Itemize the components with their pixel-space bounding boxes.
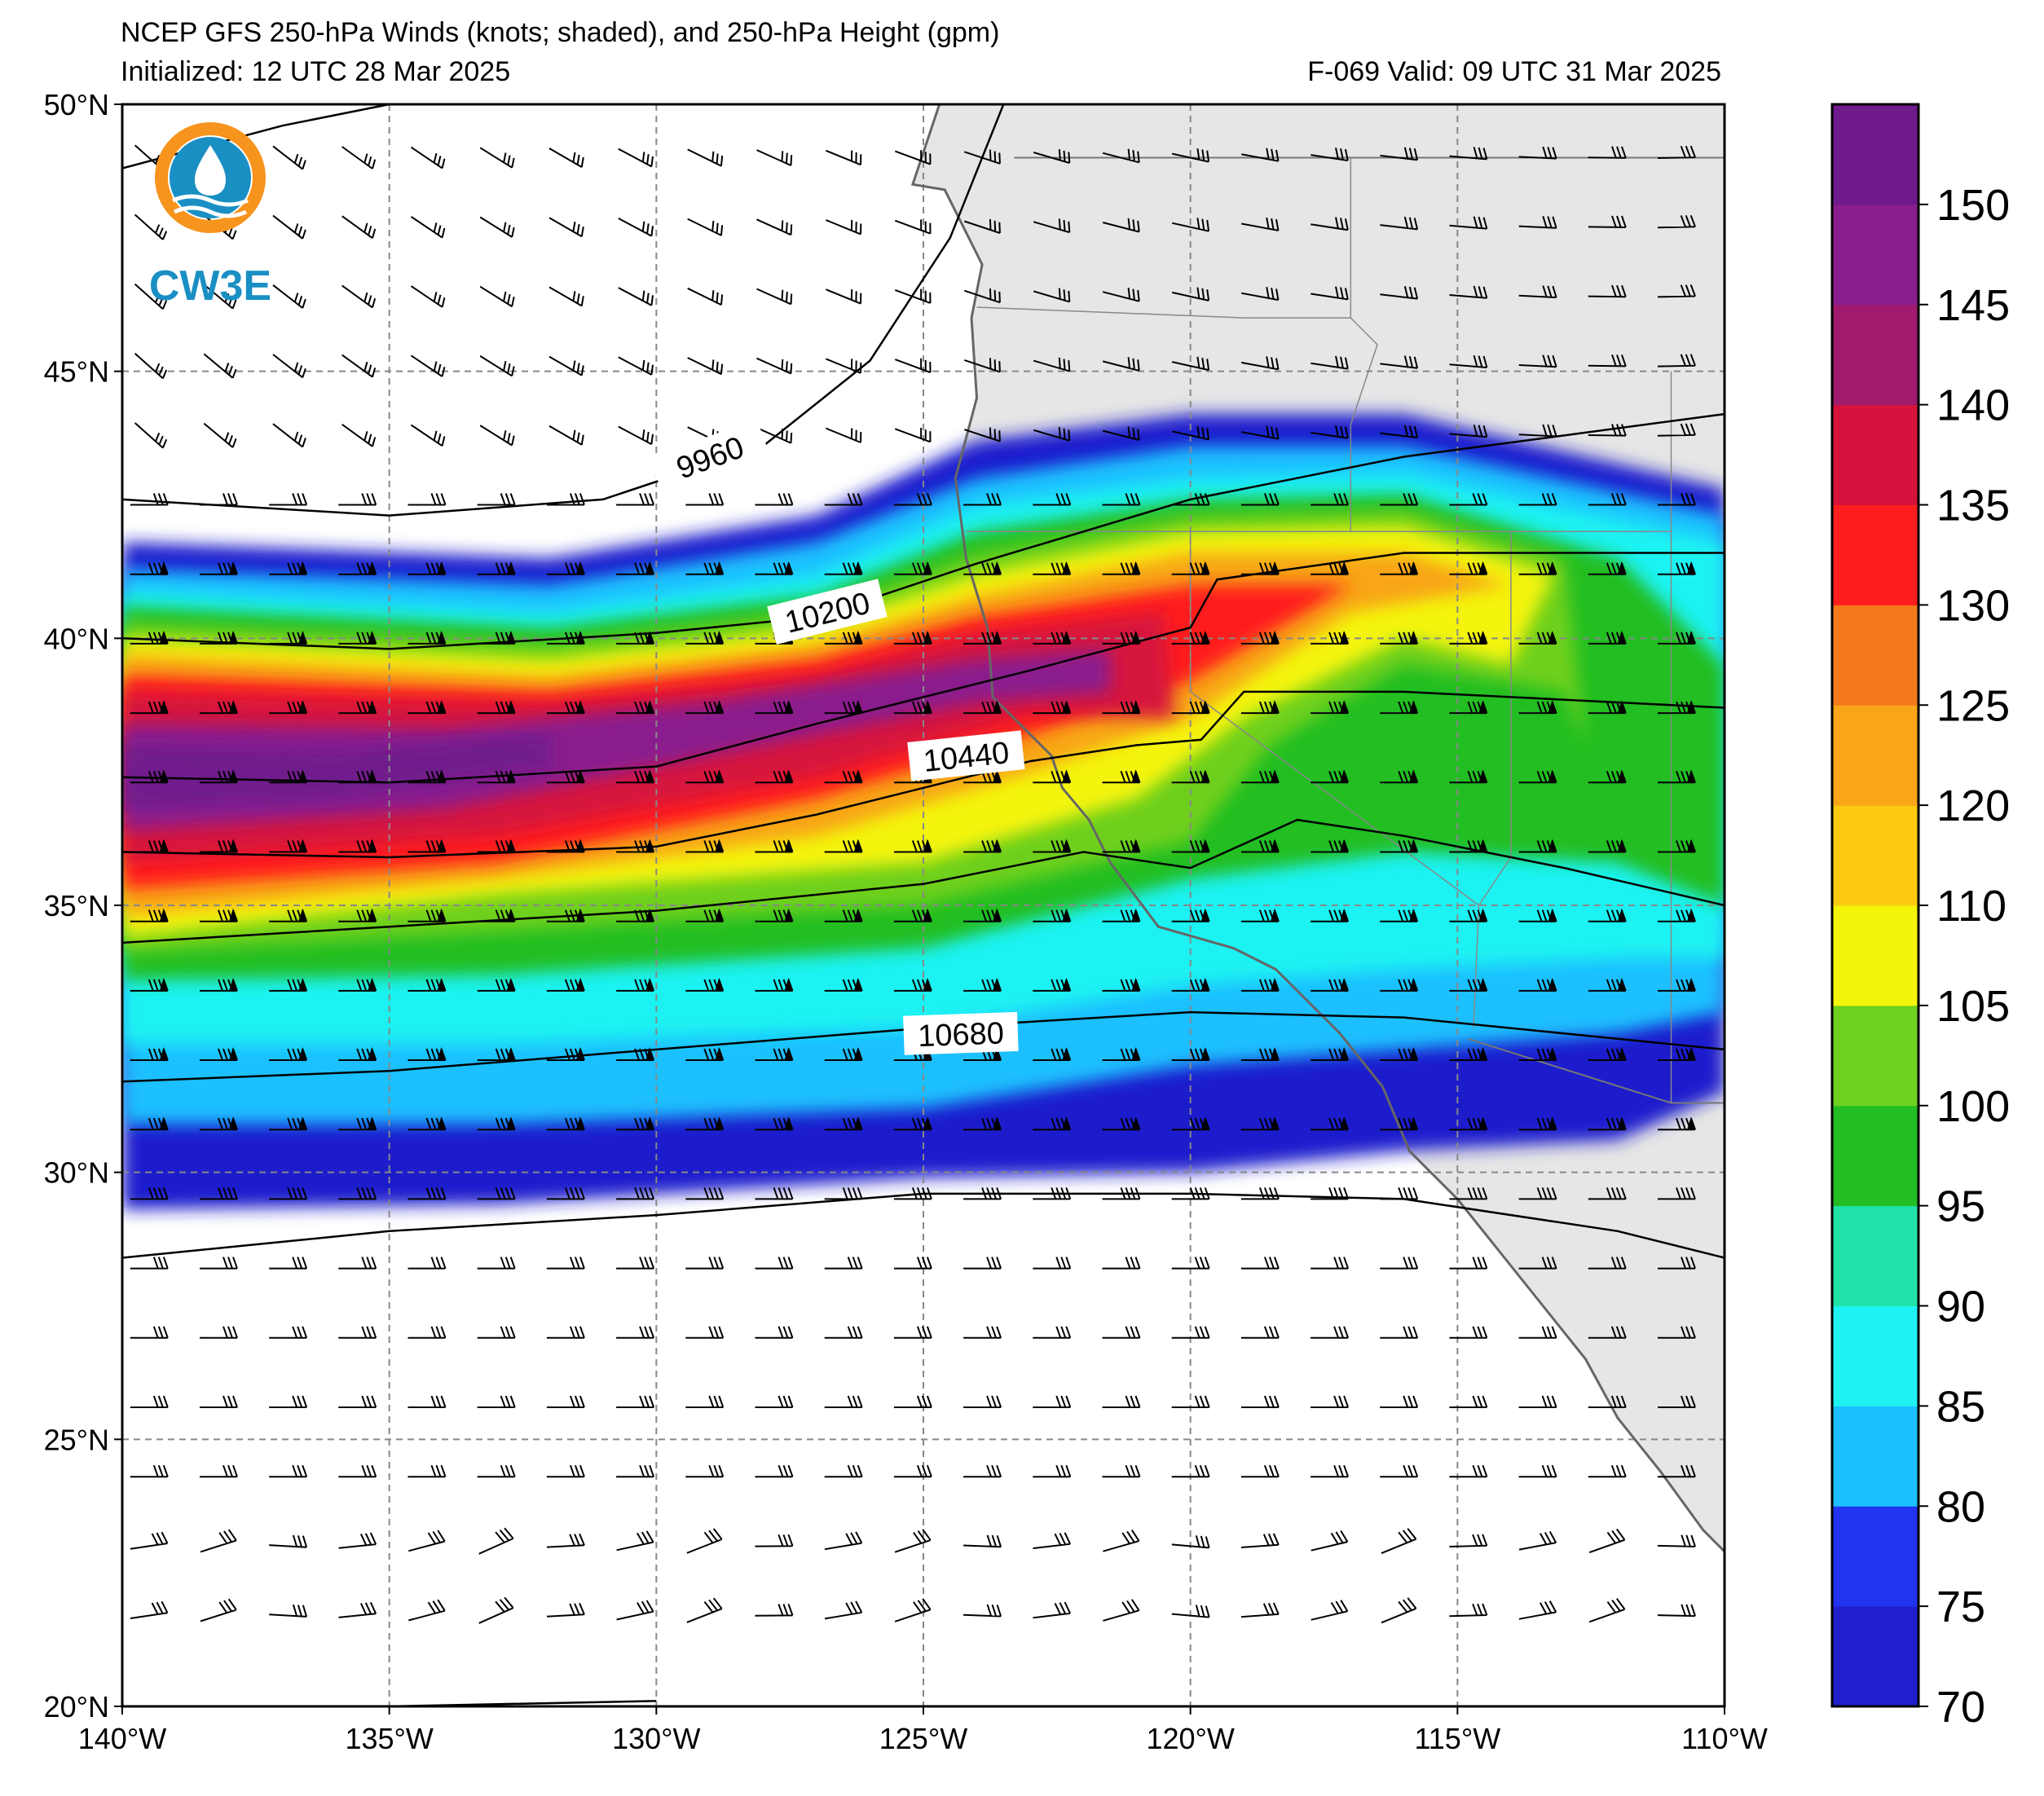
lon-tick-label: 110°W <box>1681 1722 1768 1755</box>
colorbar-swatch <box>1832 905 1918 1006</box>
colorbar-swatch <box>1832 304 1918 406</box>
colorbar-swatch <box>1832 1606 1918 1707</box>
colorbar-tick-label: 120 <box>1936 781 2010 830</box>
lat-tick-label: 30°N <box>44 1156 109 1190</box>
height-contour-line <box>122 412 1725 650</box>
lat-tick-label: 50°N <box>44 88 109 121</box>
state-border <box>1189 531 1480 1028</box>
lat-tick-label: 45°N <box>44 355 109 389</box>
contour-label-bg <box>767 579 888 645</box>
height-contour-line <box>122 1192 1725 1259</box>
lon-tick-label: 125°W <box>879 1722 967 1755</box>
contour-label-bg <box>907 730 1025 781</box>
colorbar-tick-label: 135 <box>1936 482 2010 530</box>
colorbar-swatch <box>1832 705 1918 806</box>
lat-tick-label: 20°N <box>44 1690 109 1723</box>
contour-label: 10680 <box>903 1011 1019 1055</box>
lat-lon-grid <box>122 104 1725 1706</box>
lon-tick-label: 135°W <box>345 1722 433 1755</box>
colorbar-swatch <box>1832 1105 1918 1207</box>
colorbar-tick-label: 85 <box>1936 1382 1985 1431</box>
wave-icon <box>173 205 248 218</box>
colorbar-tick-label: 125 <box>1936 681 2010 730</box>
colorbar-swatch <box>1832 805 1918 906</box>
initialized-time: Initialized: 12 UTC 28 Mar 2025 <box>121 56 511 87</box>
valid-time: F-069 Valid: 09 UTC 31 Mar 2025 <box>1307 56 1721 87</box>
colorbar-tick-label: 150 <box>1936 181 2010 230</box>
contour-label-bg <box>903 1011 1019 1055</box>
logo-text: CW3E <box>149 262 271 310</box>
colorbar-tick-label: 145 <box>1936 281 2010 330</box>
longitude-labels: 140°W 135°W 130°W 125°W 120°W 115°W 110°W <box>78 1706 1768 1755</box>
colorbar-swatch <box>1832 1406 1918 1507</box>
wind-band <box>122 734 550 809</box>
lat-tick-label: 25°N <box>44 1423 109 1456</box>
water-drop-icon <box>194 145 227 196</box>
colorbar-swatch <box>1832 504 1918 605</box>
colorbar-swatch <box>1832 605 1918 706</box>
state-border <box>976 306 1351 319</box>
lon-tick-label: 120°W <box>1146 1722 1234 1755</box>
barb-lines <box>130 144 1696 1624</box>
barb-flags <box>159 561 1695 1130</box>
colorbar-tick-label: 105 <box>1936 982 2010 1031</box>
colorbar-tick-label: 130 <box>1936 581 2010 630</box>
wave-icon <box>172 194 249 207</box>
coastlines <box>910 104 1725 1553</box>
colorbar-tick-label: 90 <box>1936 1283 1985 1332</box>
colorbar: 70 75 80 85 90 95 100 105 110 120 125 130 135 140 145 1… <box>1830 103 2010 1732</box>
colorbar-swatch <box>1832 404 1918 505</box>
lat-tick-label: 35°N <box>44 889 109 922</box>
height-contour-line <box>122 1700 657 1706</box>
state-border <box>1350 157 1378 532</box>
colorbar-swatch <box>1832 1506 1918 1607</box>
colorbar-tick-label: 75 <box>1936 1583 1985 1631</box>
height-contour-line <box>122 552 1725 784</box>
wind-barbs <box>130 144 1696 1624</box>
contour-label-text: 10680 <box>917 1016 1004 1054</box>
colorbar-swatch <box>1832 104 1918 205</box>
logo-ring <box>155 122 266 233</box>
lon-tick-label: 115°W <box>1414 1722 1500 1755</box>
colorbar-tick-label: 140 <box>1936 381 2010 430</box>
height-contour-line <box>122 104 395 169</box>
colorbar-tick-label: 110 <box>1936 882 2007 931</box>
colorbar-tick-label: 70 <box>1936 1683 1985 1732</box>
colorbar-tick-label: 95 <box>1936 1182 1985 1231</box>
chart-title: NCEP GFS 250-hPa Winds (knots; shaded), … <box>121 17 1000 48</box>
height-contour-line <box>122 1010 1725 1083</box>
contour-label: 10440 <box>907 730 1025 781</box>
colorbar-swatch <box>1832 1005 1918 1107</box>
colorbar-swatch <box>1832 204 1918 306</box>
height-contour-line <box>122 690 1725 859</box>
contour-label-bg <box>649 419 770 495</box>
colorbar-tick-label: 80 <box>1936 1482 1985 1531</box>
colorbar-swatch <box>1832 1205 1918 1306</box>
cw3e-logo: CW3E <box>149 122 271 310</box>
height-contours <box>122 104 1725 1706</box>
lon-tick-label: 140°W <box>78 1722 166 1755</box>
colorbar-tick-label: 100 <box>1936 1082 2010 1131</box>
lat-tick-label: 40°N <box>44 622 109 655</box>
latitude-labels: 20°N 25°N 30°N 35°N 40°N 45°N 50°N <box>44 88 122 1723</box>
lon-tick-label: 130°W <box>612 1722 700 1755</box>
coastline <box>910 104 1725 1553</box>
colorbar-swatch <box>1832 1305 1918 1406</box>
